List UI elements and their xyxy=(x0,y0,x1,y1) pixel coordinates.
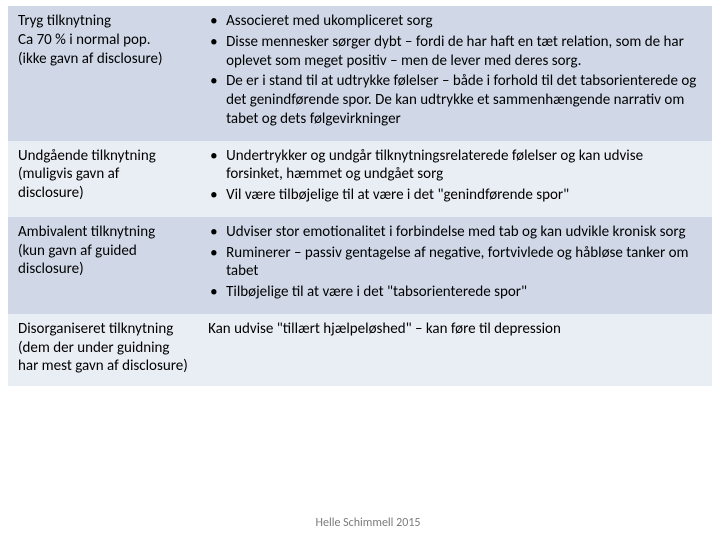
attachment-type-cell: Tryg tilknytningCa 70 % i normal pop.(ik… xyxy=(8,6,198,141)
attachment-type-cell: Disorganiseret tilknytning(dem der under… xyxy=(8,314,198,386)
bullet-item: Vil være tilbøjelige til at være i det "… xyxy=(226,186,702,205)
table-row: Tryg tilknytningCa 70 % i normal pop.(ik… xyxy=(8,6,712,141)
bullet-list: Undertrykker og undgår tilknytningsrelat… xyxy=(208,147,702,205)
bullet-item: Tilbøjelige til at være i det "tabsorien… xyxy=(226,283,702,302)
attachment-type-cell: Undgående tilknytning(muligvis gavn af d… xyxy=(8,141,198,217)
footer-text: Helle Schimmell 2015 xyxy=(8,516,720,530)
table-row: Ambivalent tilknytning(kun gavn af guide… xyxy=(8,217,712,314)
bullet-item: Associeret med ukompliceret sorg xyxy=(226,12,702,31)
description-cell: Associeret med ukompliceret sorg Disse me… xyxy=(198,6,712,141)
bullet-item: De er i stand til at udtrykke følelser –… xyxy=(226,72,702,128)
table-row: Undgående tilknytning(muligvis gavn af d… xyxy=(8,141,712,217)
bullet-list: Udviser stor emotionalitet i forbindelse… xyxy=(208,223,702,302)
plain-text: Kan udvise "tillært hjælpeløshed" – kan … xyxy=(208,320,702,339)
description-cell: Udviser stor emotionalitet i forbindelse… xyxy=(198,217,712,314)
attachment-type-cell: Ambivalent tilknytning(kun gavn af guide… xyxy=(8,217,198,314)
bullet-list: Associeret med ukompliceret sorg Disse me… xyxy=(208,12,702,129)
description-cell: Undertrykker og undgår tilknytningsrelat… xyxy=(198,141,712,217)
description-cell: Kan udvise "tillært hjælpeløshed" – kan … xyxy=(198,314,712,386)
bullet-item: Udviser stor emotionalitet i forbindelse… xyxy=(226,223,702,242)
bullet-item: Disse mennesker sørger dybt – fordi de h… xyxy=(226,33,702,71)
bullet-item: Ruminerer – passiv gentagelse af negativ… xyxy=(226,244,702,282)
table-row: Disorganiseret tilknytning(dem der under… xyxy=(8,314,712,386)
slide: Tryg tilknytningCa 70 % i normal pop.(ik… xyxy=(0,0,720,540)
attachment-table: Tryg tilknytningCa 70 % i normal pop.(ik… xyxy=(8,6,712,386)
bullet-item: Undertrykker og undgår tilknytningsrelat… xyxy=(226,147,702,185)
